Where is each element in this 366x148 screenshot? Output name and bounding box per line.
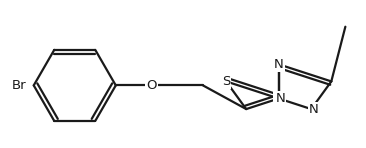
Text: N: N	[274, 58, 284, 71]
Text: Br: Br	[12, 79, 26, 92]
Text: N: N	[274, 92, 284, 105]
Text: N: N	[309, 103, 318, 116]
Text: O: O	[146, 79, 157, 92]
Text: Br: Br	[12, 79, 26, 92]
Text: O: O	[146, 79, 157, 92]
Text: S: S	[222, 75, 230, 88]
Text: N: N	[276, 92, 285, 105]
